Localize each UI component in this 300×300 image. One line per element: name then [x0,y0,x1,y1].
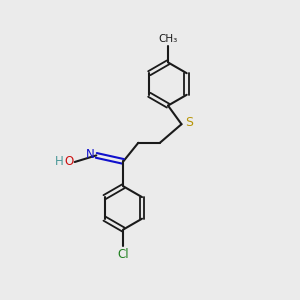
Text: O: O [64,155,74,169]
Text: N: N [86,148,95,161]
Text: H: H [55,155,63,168]
Text: Cl: Cl [118,248,129,261]
Text: CH₃: CH₃ [158,34,178,44]
Text: S: S [185,116,194,129]
